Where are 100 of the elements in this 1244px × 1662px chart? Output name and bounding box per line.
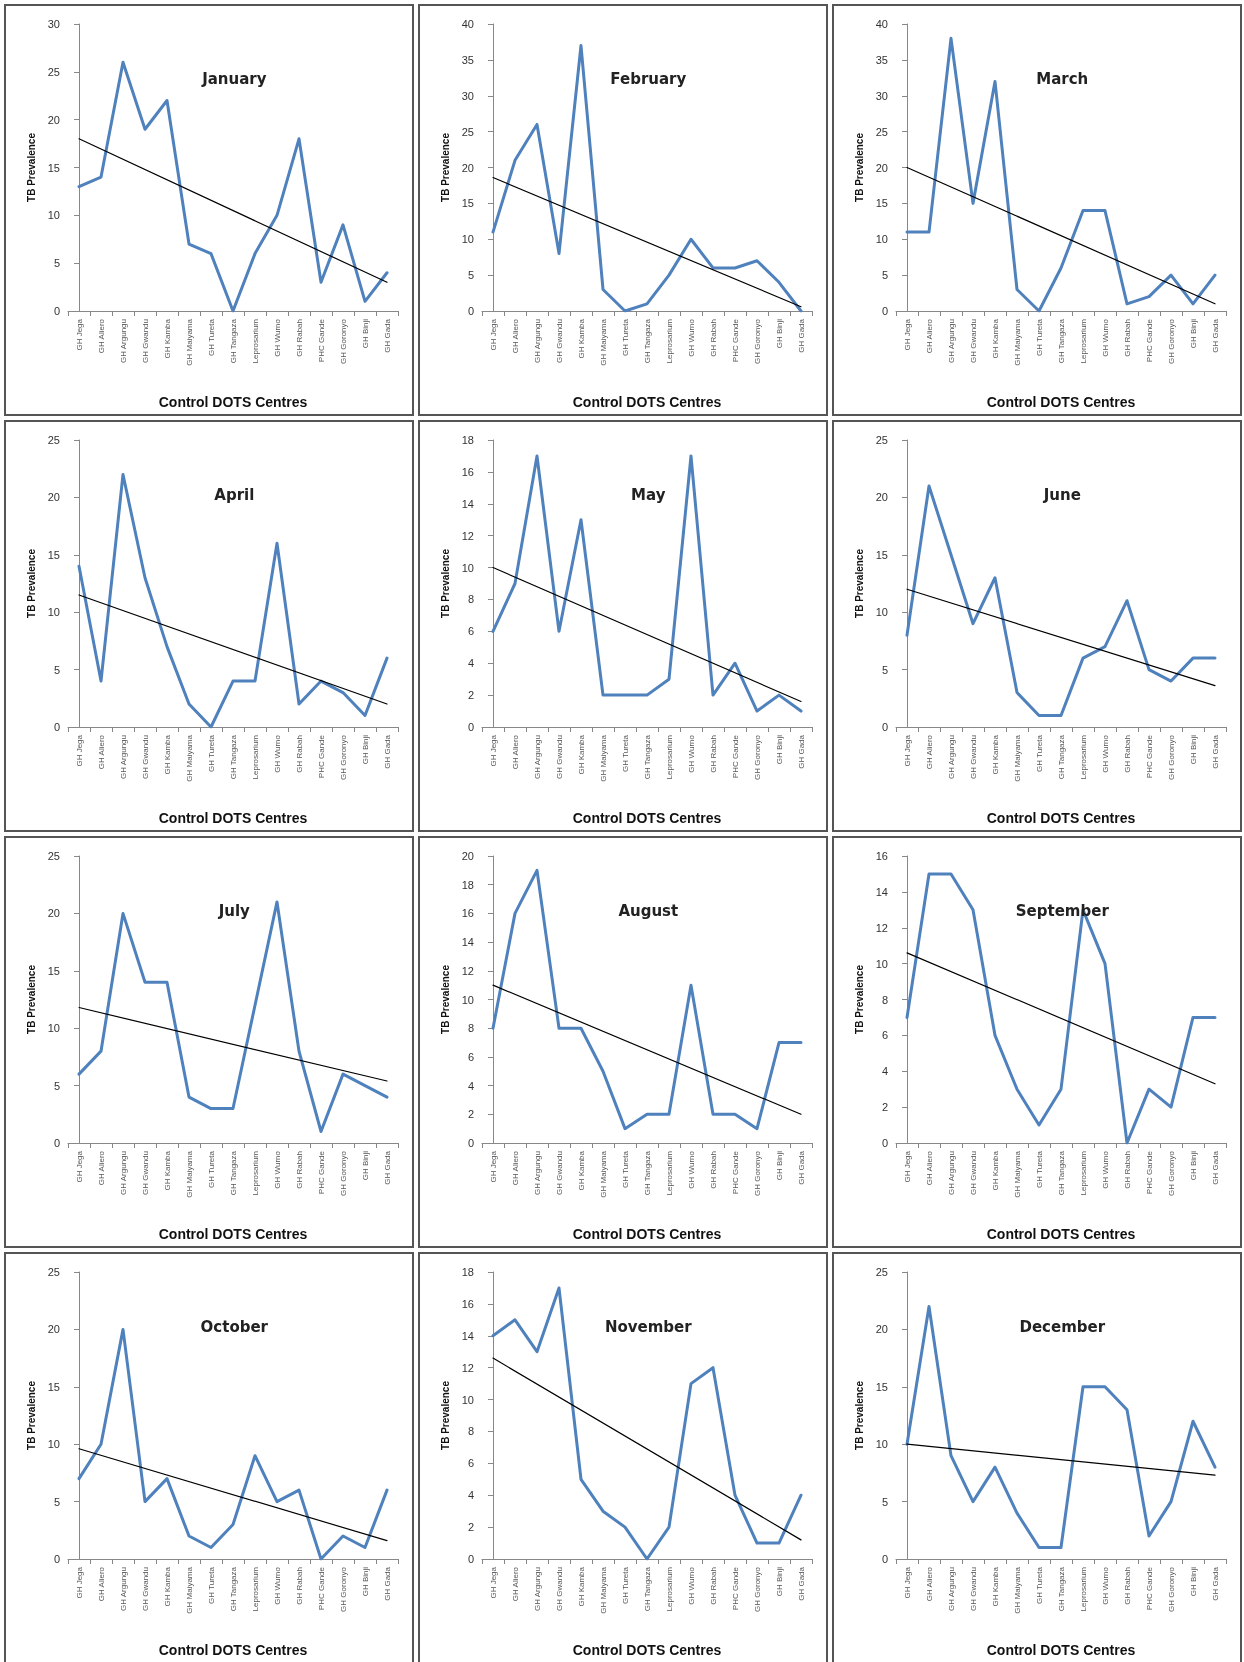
y-axis-title: TB Prevalence — [25, 548, 37, 618]
text: October — [200, 1317, 269, 1336]
y-tick-label: 12 — [461, 964, 474, 977]
x-axis-title: Control DOTS Centres — [572, 394, 722, 410]
y-tick-label: 0 — [53, 305, 60, 317]
x-tick-label: GH Maiyama — [184, 318, 194, 366]
x-tick-label: GH Gada — [1210, 734, 1220, 769]
y-tick-label: 16 — [461, 1297, 474, 1310]
x-tick-label: GH Gwandu — [968, 735, 978, 780]
x-tick-label: GH Rabah — [294, 735, 304, 773]
y-tick-label: 15 — [47, 964, 60, 977]
x-tick-label: GH Maiyama — [184, 734, 194, 782]
y-tick-label: 20 — [461, 850, 474, 862]
y-tick-label: 10 — [875, 957, 888, 970]
x-tick-label: GH Aliero — [96, 1566, 106, 1602]
x-tick-label: GH Gwandu — [554, 735, 564, 780]
text: April — [214, 485, 255, 504]
y-axis-title: TB Prevalence — [439, 1380, 451, 1450]
x-tick-label: PHC Gande — [316, 1566, 326, 1611]
x-tick-label: GH Tureta — [1034, 734, 1044, 772]
x-tick-label: PHC Gande — [730, 318, 740, 363]
y-tick-label: 0 — [467, 721, 474, 733]
x-tick-label: GH Gada — [382, 318, 392, 353]
y-tick-label: 5 — [881, 663, 888, 676]
line-series — [905, 872, 1217, 1145]
x-tick-label: GH Jega — [74, 318, 84, 351]
x-tick-label: Leprosarium — [250, 1566, 260, 1612]
y-tick-label: 0 — [467, 1553, 474, 1565]
y-tick-label: 35 — [875, 53, 888, 66]
x-tick-label: PHC Gande — [730, 734, 740, 779]
x-axis-title: Control DOTS Centres — [158, 394, 308, 410]
x-tick-label: GH Rabah — [294, 1151, 304, 1189]
x-tick-label: GH Argungu — [118, 735, 128, 780]
y-tick-label: 5 — [881, 1495, 888, 1508]
x-tick-label: GH Wurno — [1100, 1566, 1110, 1605]
y-tick-label: 5 — [881, 269, 888, 282]
y-tick-label: 14 — [461, 497, 474, 510]
text: January — [201, 69, 267, 88]
x-tick-label: GH Goronyo — [338, 1150, 348, 1196]
y-tick-label: 30 — [875, 89, 888, 102]
x-tick-label: GH Maiyama — [1012, 734, 1022, 782]
text: June — [1042, 485, 1081, 504]
x-tick-label: Leprosarium — [250, 734, 260, 780]
x-tick-label: GH Gada — [1210, 1566, 1220, 1601]
x-tick-label: GH Jega — [74, 1566, 84, 1599]
y-tick-label: 20 — [47, 491, 60, 504]
x-tick-label: PHC Gande — [730, 1566, 740, 1611]
text: August — [618, 901, 679, 920]
x-tick-label: PHC Gande — [1144, 734, 1154, 779]
x-tick-label: GH Kamba — [162, 734, 172, 775]
x-tick-label: GH Argungu — [118, 1567, 128, 1612]
x-tick-label: GH Maiyama — [1012, 318, 1022, 366]
x-tick-label: GH Gada — [382, 1566, 392, 1601]
x-tick-label: GH Argungu — [532, 1151, 542, 1196]
x-tick-label: PHC Gande — [730, 1150, 740, 1195]
y-tick-label: 10 — [461, 993, 474, 1006]
x-axis-title: Control DOTS Centres — [572, 1226, 722, 1242]
x-tick-label: GH Maiyama — [184, 1150, 194, 1198]
y-tick-label: 18 — [461, 434, 474, 446]
y-tick-label: 10 — [47, 606, 60, 619]
y-tick-label: 10 — [875, 233, 888, 246]
y-tick-label: 40 — [461, 18, 474, 30]
x-tick-label: GH Tangaza — [642, 734, 652, 780]
x-tick-label: GH Goronyo — [1166, 1150, 1176, 1196]
x-tick-label: GH Wurno — [686, 1150, 696, 1189]
x-tick-label: GH Jega — [902, 1566, 912, 1599]
x-axis-title: Control DOTS Centres — [986, 1226, 1136, 1242]
x-tick-label: GH Aliero — [96, 1150, 106, 1186]
x-tick-label: GH Jega — [902, 734, 912, 767]
line-series — [491, 868, 803, 1131]
x-tick-label: GH Gwandu — [140, 1567, 150, 1612]
y-tick-label: 5 — [53, 663, 60, 676]
y-tick-label: 25 — [47, 65, 60, 78]
x-tick-label: GH Goronyo — [338, 1566, 348, 1612]
y-tick-label: 10 — [461, 561, 474, 574]
y-tick-label: 20 — [875, 1323, 888, 1336]
x-tick-label: GH Goronyo — [338, 734, 348, 780]
y-axis-title: TB Prevalence — [25, 132, 37, 202]
x-tick-label: GH Tureta — [1034, 1150, 1044, 1188]
x-tick-label: GH Gada — [382, 1150, 392, 1185]
x-tick-label: GH Goronyo — [1166, 734, 1176, 780]
x-tick-label: GH Kamba — [990, 318, 1000, 359]
x-tick-label: GH Tangaza — [1056, 318, 1066, 364]
x-tick-label: GH Gwandu — [554, 319, 564, 364]
x-tick-label: GH Tureta — [206, 734, 216, 772]
x-tick-label: Leprosarium — [664, 1566, 674, 1612]
y-axis-title: TB Prevalence — [25, 964, 37, 1034]
x-axis-title: Control DOTS Centres — [986, 394, 1136, 410]
y-tick-label: 10 — [875, 606, 888, 619]
y-tick-label: 20 — [461, 161, 474, 174]
x-tick-label: GH Gwandu — [554, 1151, 564, 1196]
y-tick-label: 25 — [875, 434, 888, 446]
y-tick-label: 14 — [461, 1329, 474, 1342]
y-tick-label: 6 — [467, 1050, 474, 1063]
x-tick-label: GH Rabah — [294, 1567, 304, 1605]
x-tick-label: GH Wurno — [272, 1566, 282, 1605]
x-tick-label: GH Argungu — [118, 319, 128, 364]
x-tick-label: GH Goronyo — [1166, 1566, 1176, 1612]
x-tick-label: GH Kamba — [576, 1566, 586, 1607]
y-tick-label: 5 — [53, 1495, 60, 1508]
